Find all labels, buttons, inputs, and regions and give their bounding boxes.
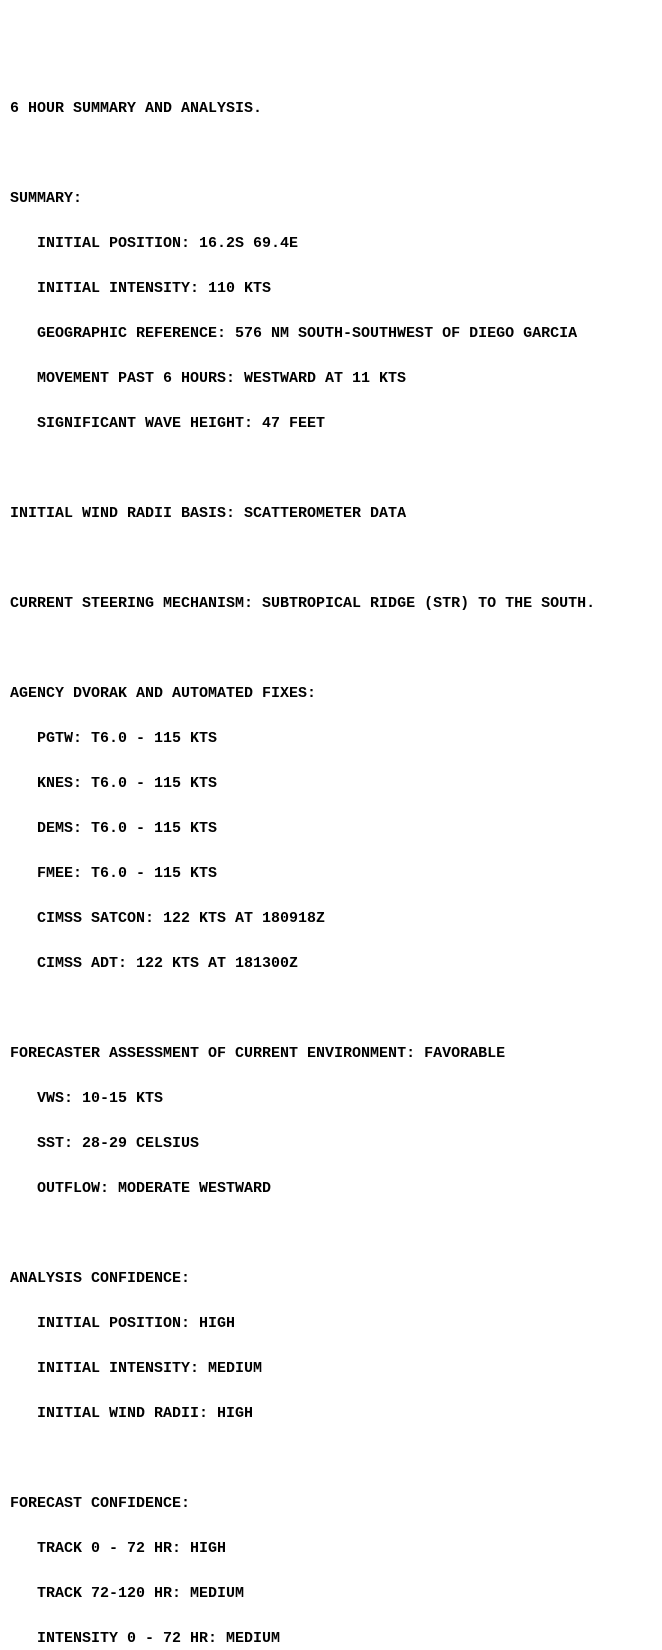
forecast-track72: TRACK 72-120 HR: MEDIUM bbox=[10, 1583, 244, 1606]
analysis-pos: INITIAL POSITION: HIGH bbox=[10, 1313, 235, 1336]
summary-label: SUMMARY: bbox=[10, 188, 652, 211]
blank-line bbox=[10, 1448, 652, 1471]
summary-init-int: INITIAL INTENSITY: 110 KTS bbox=[10, 278, 271, 301]
steering-mechanism: CURRENT STEERING MECHANISM: SUBTROPICAL … bbox=[10, 593, 652, 616]
env-vws: VWS: 10-15 KTS bbox=[10, 1088, 163, 1111]
dvorak-knes: KNES: T6.0 - 115 KTS bbox=[10, 773, 217, 796]
env-outflow: OUTFLOW: MODERATE WESTWARD bbox=[10, 1178, 271, 1201]
analysis-label: ANALYSIS CONFIDENCE: bbox=[10, 1268, 652, 1291]
env-label: FORECASTER ASSESSMENT OF CURRENT ENVIRON… bbox=[10, 1043, 652, 1066]
summary-geo-ref: GEOGRAPHIC REFERENCE: 576 NM SOUTH-SOUTH… bbox=[10, 323, 577, 346]
dvorak-pgtw: PGTW: T6.0 - 115 KTS bbox=[10, 728, 217, 751]
blank-line bbox=[10, 458, 652, 481]
analysis-int: INITIAL INTENSITY: MEDIUM bbox=[10, 1358, 262, 1381]
analysis-radii: INITIAL WIND RADII: HIGH bbox=[10, 1403, 253, 1426]
blank-line bbox=[10, 638, 652, 661]
blank-line bbox=[10, 1223, 652, 1246]
blank-line bbox=[10, 143, 652, 166]
env-sst: SST: 28-29 CELSIUS bbox=[10, 1133, 199, 1156]
dvorak-label: AGENCY DVORAK AND AUTOMATED FIXES: bbox=[10, 683, 652, 706]
dvorak-fmee: FMEE: T6.0 - 115 KTS bbox=[10, 863, 217, 886]
forecast-int0: INTENSITY 0 - 72 HR: MEDIUM bbox=[10, 1628, 280, 1650]
summary-movement: MOVEMENT PAST 6 HOURS: WESTWARD AT 11 KT… bbox=[10, 368, 406, 391]
wind-radii-basis: INITIAL WIND RADII BASIS: SCATTEROMETER … bbox=[10, 503, 652, 526]
blank-line bbox=[10, 998, 652, 1021]
summary-wave: SIGNIFICANT WAVE HEIGHT: 47 FEET bbox=[10, 413, 325, 436]
dvorak-dems: DEMS: T6.0 - 115 KTS bbox=[10, 818, 217, 841]
dvorak-satcon: CIMSS SATCON: 122 KTS AT 180918Z bbox=[10, 908, 325, 931]
dvorak-adt: CIMSS ADT: 122 KTS AT 181300Z bbox=[10, 953, 298, 976]
forecast-track0: TRACK 0 - 72 HR: HIGH bbox=[10, 1538, 226, 1561]
blank-line bbox=[10, 548, 652, 571]
header-line: 6 HOUR SUMMARY AND ANALYSIS. bbox=[10, 98, 652, 121]
summary-init-pos: INITIAL POSITION: 16.2S 69.4E bbox=[10, 233, 298, 256]
forecast-label: FORECAST CONFIDENCE: bbox=[10, 1493, 652, 1516]
